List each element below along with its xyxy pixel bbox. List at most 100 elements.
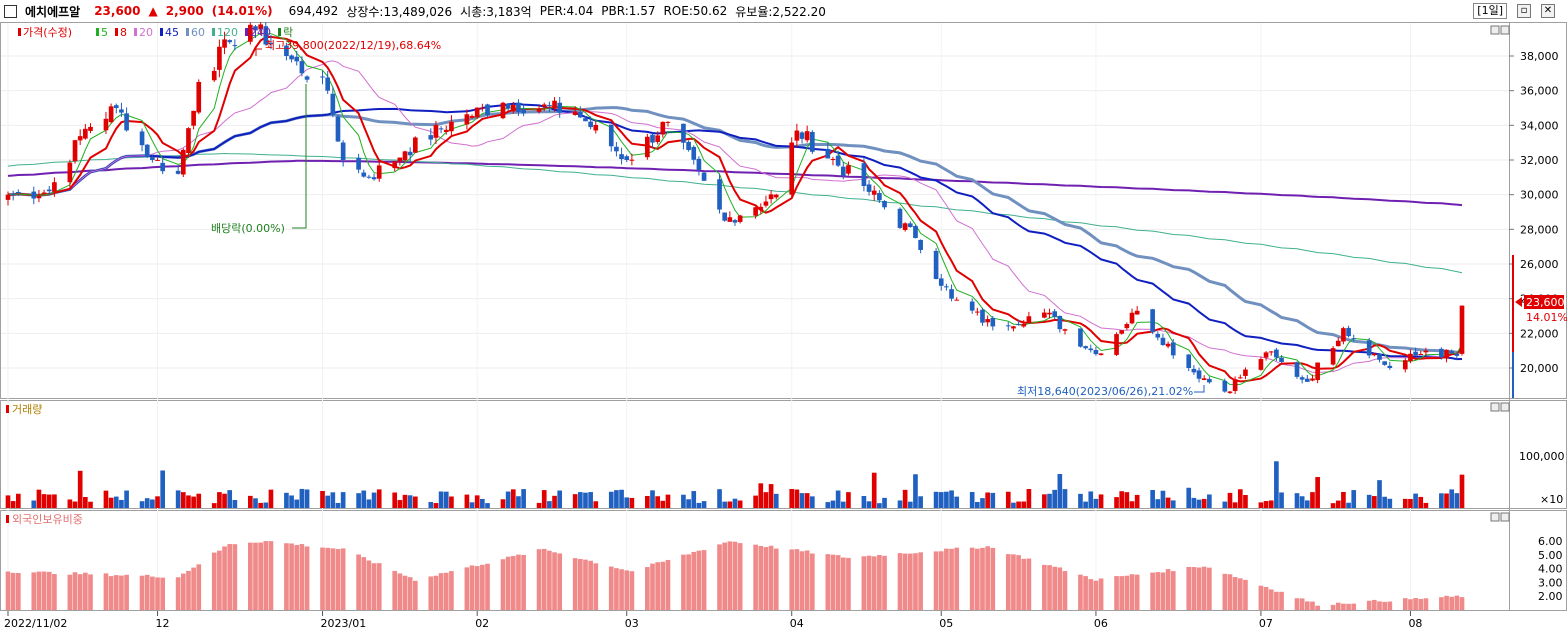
candle-body bbox=[150, 157, 155, 160]
foreign-ratio-bar bbox=[753, 544, 758, 610]
candle-body bbox=[944, 286, 949, 288]
candle-body bbox=[614, 146, 619, 152]
candle-body bbox=[655, 135, 660, 143]
price-panel[interactable] bbox=[0, 22, 1567, 399]
candle-body bbox=[15, 191, 21, 193]
candle-body bbox=[1011, 326, 1016, 329]
foreign-ratio-bar bbox=[614, 568, 619, 610]
legend-swatch bbox=[18, 28, 21, 36]
panel-buttons[interactable] bbox=[1490, 25, 1510, 522]
period-selector[interactable]: [1일] bbox=[1473, 3, 1507, 19]
price-legend: 가격(수정) 5 8 20 45 60 120 240 락 bbox=[18, 26, 293, 39]
volume-bar bbox=[861, 496, 867, 508]
stock-chart[interactable]: 가격(수정) 5 8 20 45 60 120 240 락 최고39,800(2022/12/1… bbox=[0, 22, 1567, 630]
candle-body bbox=[758, 206, 764, 211]
foreign-ratio-bar bbox=[1310, 601, 1315, 610]
restore-icon[interactable]: ▫ bbox=[1517, 4, 1531, 18]
volume-bar bbox=[866, 501, 872, 508]
volume-bar bbox=[629, 497, 635, 508]
roe-value: ROE:50.62 bbox=[663, 4, 728, 18]
foreign-ratio-bar bbox=[840, 557, 846, 610]
volume-bar bbox=[1387, 498, 1393, 508]
foreign-ratio-bar bbox=[985, 546, 990, 610]
foreign-ratio-bar bbox=[907, 553, 913, 610]
date-tick-label: 08 bbox=[1408, 617, 1422, 630]
current-price-marker-icon bbox=[1515, 297, 1522, 307]
volume-bar bbox=[938, 492, 944, 508]
candle-body bbox=[608, 124, 614, 147]
price-tick-label: 28,000 bbox=[1520, 223, 1559, 236]
candle-body bbox=[969, 301, 975, 311]
candle-body bbox=[577, 111, 583, 118]
foreign-ratio-bar bbox=[175, 577, 181, 610]
volume-bar bbox=[211, 503, 217, 508]
foreign-ratio-bar bbox=[882, 555, 887, 610]
foreign-ratio-bar bbox=[155, 577, 160, 610]
candle-body bbox=[376, 165, 382, 179]
candle-body bbox=[691, 146, 697, 160]
legend-swatch bbox=[134, 28, 137, 36]
candle-body bbox=[516, 102, 521, 113]
volume-bar bbox=[1124, 492, 1130, 508]
volume-bar bbox=[1423, 502, 1429, 508]
volume-bar bbox=[392, 492, 398, 508]
legend-swatch bbox=[212, 28, 215, 36]
date-tick-label: 04 bbox=[790, 617, 804, 630]
volume-bar bbox=[572, 494, 578, 508]
volume-bar bbox=[1444, 493, 1449, 508]
candle-body bbox=[1114, 334, 1119, 355]
volume-bar bbox=[577, 492, 583, 508]
foreign-ratio-bar bbox=[804, 550, 810, 610]
candle-body bbox=[217, 46, 222, 70]
foreign-ratio-bar bbox=[1222, 573, 1228, 610]
volume-bar bbox=[1232, 502, 1238, 508]
volume-bar bbox=[1057, 474, 1063, 508]
foreign-ratio-bar bbox=[1165, 569, 1171, 610]
candle-body bbox=[294, 56, 300, 62]
candle-body bbox=[882, 201, 887, 208]
foreign-ratio-bar bbox=[31, 572, 37, 610]
foreign-ratio-bar bbox=[335, 549, 341, 610]
volume-bar bbox=[258, 502, 263, 508]
volume-bar bbox=[732, 498, 738, 508]
foreign-ratio-bar bbox=[289, 543, 294, 610]
foreign-ratio-bar bbox=[624, 570, 630, 610]
volume-bar bbox=[412, 496, 418, 508]
ma8-line bbox=[7, 35, 1463, 383]
volume-bar bbox=[366, 499, 372, 508]
candle-body bbox=[449, 121, 454, 132]
volume-bar bbox=[1078, 493, 1083, 508]
volume-bar bbox=[449, 496, 454, 508]
select-checkbox[interactable] bbox=[4, 4, 17, 18]
volume-bar bbox=[1299, 496, 1305, 508]
price-change-pct: (14.01%) bbox=[211, 4, 273, 18]
candle-body bbox=[902, 223, 908, 230]
foreign-ratio-bar bbox=[1155, 572, 1161, 610]
foreign-ratio-bar bbox=[1346, 603, 1351, 610]
candle-body bbox=[1279, 357, 1284, 362]
volume-bar bbox=[624, 497, 630, 508]
volume-bar bbox=[222, 493, 227, 508]
candle-body bbox=[480, 107, 485, 109]
volume-bar bbox=[1351, 490, 1357, 508]
foreign-ratio-bar bbox=[1005, 554, 1011, 610]
volume-bar bbox=[686, 499, 691, 508]
candle-body bbox=[1243, 369, 1248, 376]
candle-body bbox=[36, 196, 42, 199]
foreign-ratio-bar bbox=[356, 554, 361, 610]
candle-body bbox=[701, 172, 707, 181]
foreign-ratio-bar bbox=[1294, 598, 1300, 610]
foreign-ratio-bar bbox=[521, 554, 526, 610]
foreign-ratio-bar bbox=[52, 574, 57, 610]
date-tick-label: 03 bbox=[625, 617, 639, 630]
foreign-ratio-bar bbox=[1243, 579, 1248, 610]
volume-bar bbox=[144, 498, 150, 508]
price-tick-label: 36,000 bbox=[1520, 85, 1559, 98]
volume-bar bbox=[191, 496, 196, 508]
volume-bar bbox=[150, 499, 155, 508]
candle-body bbox=[1444, 349, 1449, 359]
volume-panel[interactable] bbox=[0, 400, 1567, 509]
volume-bar bbox=[1165, 497, 1171, 508]
close-icon[interactable]: ✕ bbox=[1541, 4, 1555, 18]
stock-name[interactable]: 에치에프알 bbox=[25, 4, 81, 19]
